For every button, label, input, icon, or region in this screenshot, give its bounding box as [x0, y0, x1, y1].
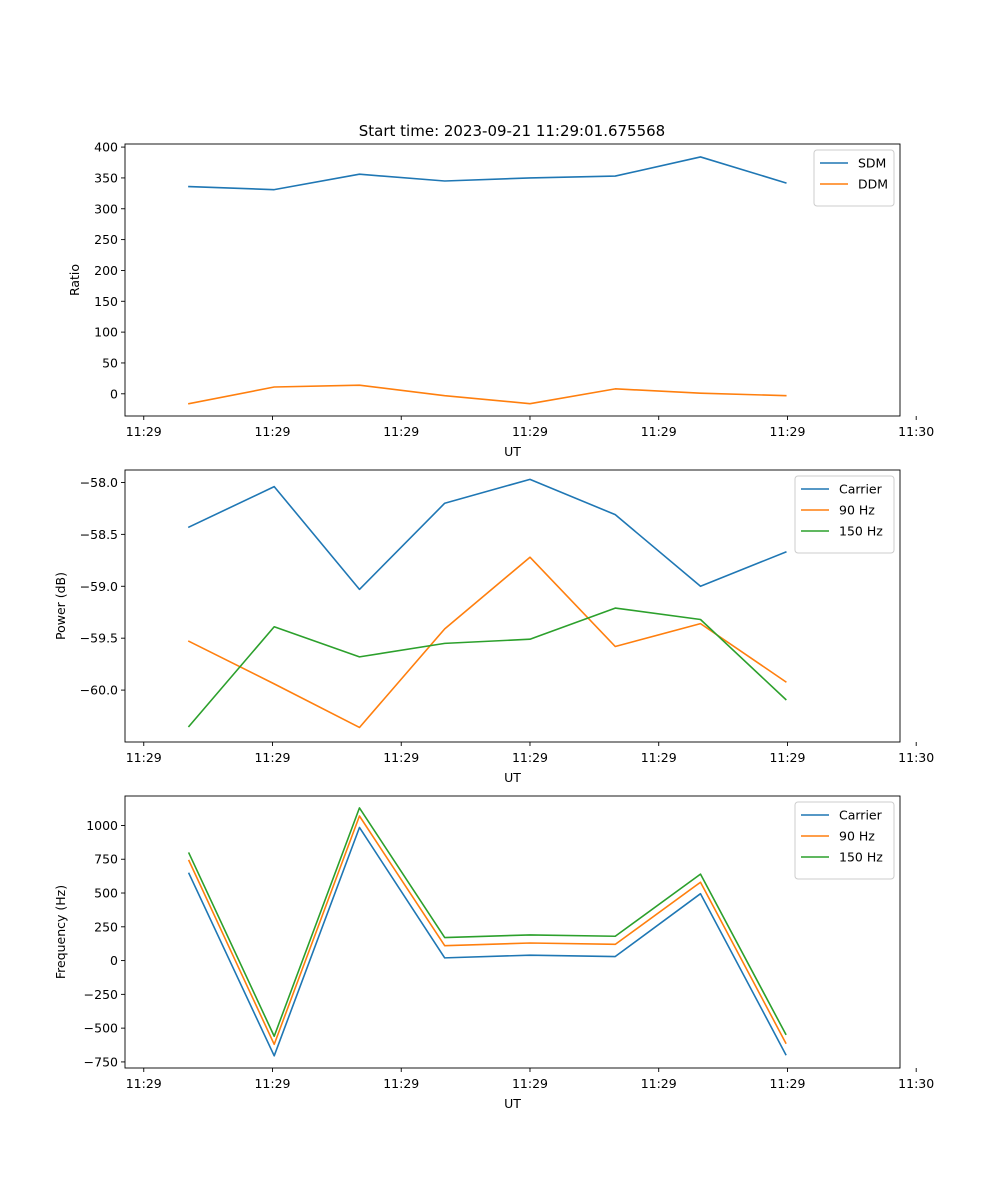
- x-tick-label: 11:29: [769, 1076, 805, 1091]
- x-tick-label: 11:29: [383, 424, 419, 439]
- x-tick-label: 11:29: [383, 1076, 419, 1091]
- legend-label: Carrier: [839, 482, 883, 497]
- x-tick-label: 11:29: [126, 1076, 162, 1091]
- y-tick-label: 350: [94, 170, 118, 185]
- axes-frame: [124, 469, 901, 743]
- x-tick-label: 11:29: [512, 1076, 548, 1091]
- y-tick-label: 250: [94, 919, 118, 934]
- y-axis-label: Frequency (Hz): [53, 885, 68, 979]
- figure-title: Start time: 2023-09-21 11:29:01.675568: [359, 122, 665, 140]
- axes-frame: [124, 795, 901, 1069]
- y-tick-label: −59.0: [80, 579, 118, 594]
- x-tick-label: 11:29: [641, 1076, 677, 1091]
- legend: Carrier 90 Hz 150 Hz: [794, 475, 895, 554]
- series-line-90-hz: [187, 815, 787, 1046]
- x-axis-label: UT: [504, 444, 521, 459]
- y-axis-label: Power (dB): [53, 572, 68, 640]
- x-tick-label: 11:30: [898, 1076, 934, 1091]
- legend-label: 90 Hz: [839, 503, 875, 518]
- y-tick-label: 0: [110, 953, 118, 968]
- y-tick-label: 0: [110, 386, 118, 401]
- axes-frame: [124, 143, 901, 417]
- x-tick-label: 11:29: [641, 750, 677, 765]
- x-tick-label: 11:29: [512, 750, 548, 765]
- series-line-carrier: [187, 826, 787, 1057]
- legend-label: 150 Hz: [839, 524, 883, 539]
- y-tick-label: −59.5: [80, 631, 118, 646]
- x-tick-label: 11:29: [512, 424, 548, 439]
- x-tick-label: 11:29: [126, 750, 162, 765]
- subplot-2: −60.0 −59.5 −59.0 −58.5 −58.0 11:29 11:29 11:29…: [53, 469, 934, 785]
- legend-label: 90 Hz: [839, 829, 875, 844]
- legend-label: DDM: [858, 177, 888, 192]
- x-tick-label: 11:29: [254, 750, 290, 765]
- subplots: 0 50 100 150 200 250 300 350 400 11:29 11:29 11:29 1…: [53, 140, 934, 1111]
- subplot-3: −750 −500 −250 0 250 500 750 1000 11:29 11:29 11:2…: [53, 795, 934, 1111]
- y-tick-label: −60.0: [80, 683, 118, 698]
- y-tick-label: 100: [94, 325, 118, 340]
- y-tick-label: 150: [94, 294, 118, 309]
- x-axis-label: UT: [504, 770, 521, 785]
- y-tick-label: −250: [84, 987, 118, 1002]
- legend: Carrier 90 Hz 150 Hz: [794, 801, 895, 880]
- legend-box: [794, 475, 895, 554]
- x-tick-label: 11:29: [769, 424, 805, 439]
- x-tick-label: 11:30: [898, 750, 934, 765]
- x-tick-label: 11:29: [254, 1076, 290, 1091]
- y-axis-label: Ratio: [67, 264, 82, 296]
- y-tick-label: −750: [84, 1054, 118, 1069]
- series-line-ddm: [188, 384, 787, 405]
- legend-label: 150 Hz: [839, 850, 883, 865]
- y-tick-label: 250: [94, 232, 118, 247]
- y-tick-label: 750: [94, 852, 118, 867]
- y-tick-label: 400: [94, 140, 118, 155]
- y-tick-label: 500: [94, 886, 118, 901]
- series-line-carrier: [187, 478, 787, 591]
- legend-box: [813, 149, 895, 207]
- x-axis-label: UT: [504, 1096, 521, 1111]
- legend-label: SDM: [858, 156, 886, 171]
- x-tick-label: 11:29: [769, 750, 805, 765]
- x-tick-label: 11:29: [383, 750, 419, 765]
- legend-box: [794, 801, 895, 880]
- series-line-150-hz: [187, 807, 787, 1038]
- x-tick-label: 11:29: [254, 424, 290, 439]
- y-tick-label: −500: [84, 1021, 118, 1036]
- series-line-90-hz: [187, 556, 787, 729]
- x-tick-label: 11:30: [898, 424, 934, 439]
- series-line-150-hz: [187, 607, 787, 728]
- y-tick-label: −58.0: [80, 475, 118, 490]
- subplot-1: 0 50 100 150 200 250 300 350 400 11:29 11:29 11:29 1…: [67, 140, 934, 459]
- y-tick-label: 50: [102, 355, 118, 370]
- y-tick-label: −58.5: [80, 527, 118, 542]
- legend: SDM DDM: [813, 149, 895, 207]
- y-tick-label: 300: [94, 201, 118, 216]
- x-tick-label: 11:29: [641, 424, 677, 439]
- y-tick-label: 200: [94, 263, 118, 278]
- legend-label: Carrier: [839, 808, 883, 823]
- series-line-sdm: [188, 156, 787, 191]
- y-tick-label: 1000: [86, 818, 118, 833]
- x-tick-label: 11:29: [126, 424, 162, 439]
